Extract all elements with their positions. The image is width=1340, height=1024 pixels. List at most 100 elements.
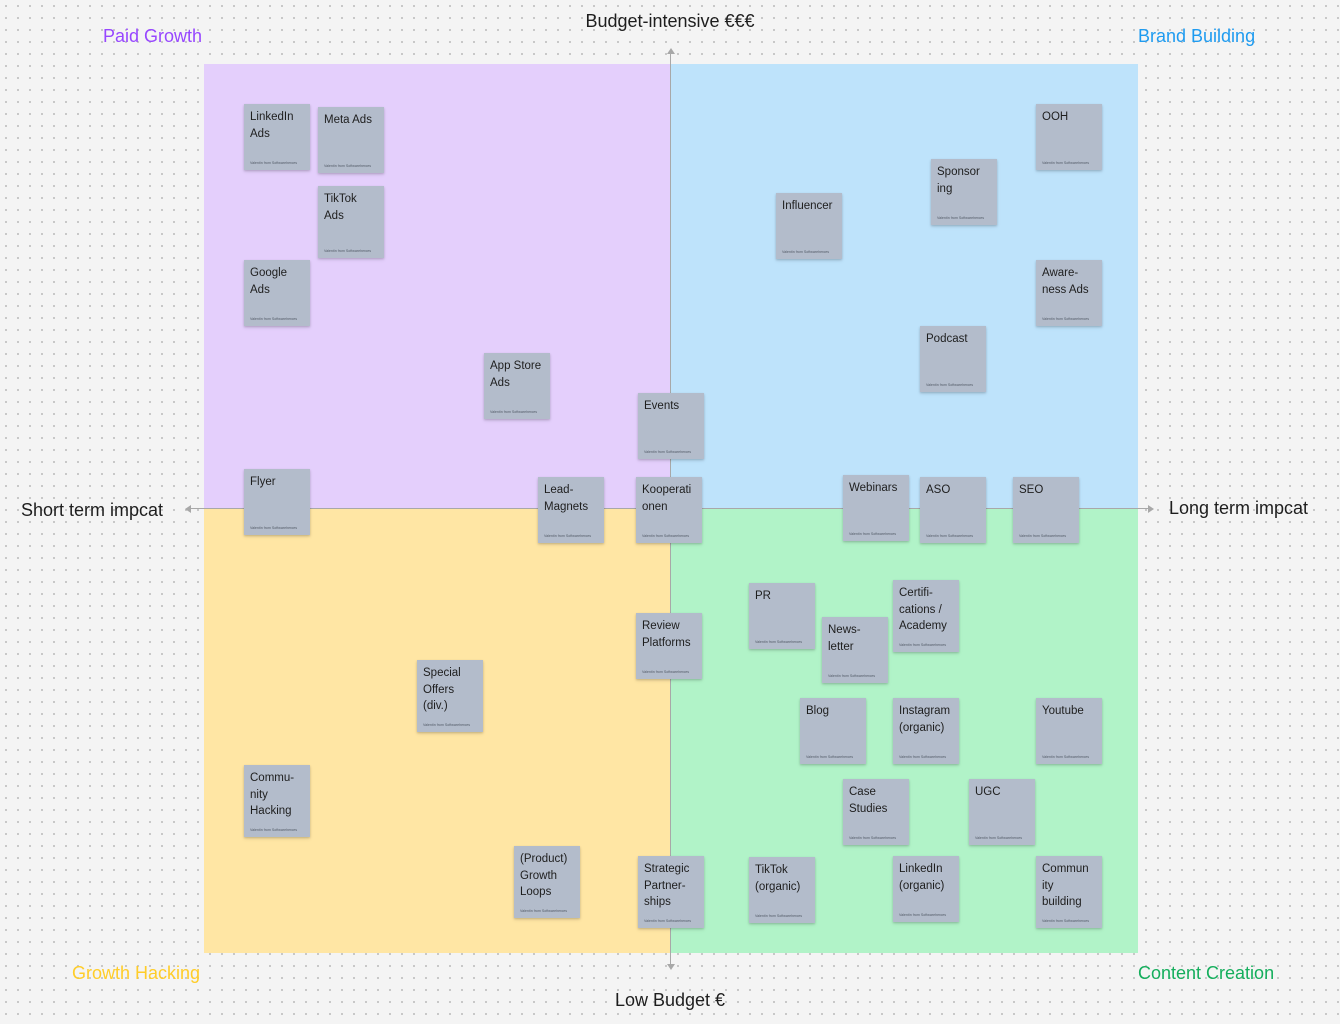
- sticky-note-text: SEO: [1019, 484, 1044, 496]
- sticky-note-author: Valentin from Softwareheroes: [250, 161, 298, 165]
- sticky-note[interactable]: LinkedIn Ads Valentin from Softwareheroes: [244, 104, 310, 170]
- sticky-note-author: Valentin from Softwareheroes: [1019, 534, 1067, 538]
- sticky-note-author: Valentin from Softwareheroes: [642, 534, 690, 538]
- sticky-note-author: Valentin from Softwareheroes: [324, 164, 372, 168]
- sticky-note-text: PR: [755, 590, 771, 602]
- sticky-note-author: Valentin from Softwareheroes: [520, 909, 568, 913]
- sticky-note[interactable]: Lead- Magnets Valentin from Softwareheroes: [538, 477, 604, 543]
- sticky-note-author: Valentin from Softwareheroes: [1042, 919, 1090, 923]
- sticky-note[interactable]: OOH Valentin from Softwareheroes: [1036, 104, 1102, 170]
- sticky-note[interactable]: Flyer Valentin from Softwareheroes: [244, 469, 310, 535]
- sticky-note-text: Certifi-cations / Academy: [899, 587, 947, 633]
- sticky-note-text: Kooperati onen: [642, 484, 692, 513]
- sticky-note-author: Valentin from Softwareheroes: [324, 249, 372, 253]
- sticky-note-text: Instagram (organic): [899, 705, 951, 734]
- sticky-note-author: Valentin from Softwareheroes: [642, 670, 690, 674]
- sticky-note-text: Sponsor ing: [937, 166, 980, 195]
- sticky-note-text: UGC: [975, 786, 1001, 798]
- sticky-note[interactable]: App Store Ads Valentin from Softwareheroes: [484, 353, 550, 419]
- sticky-note-author: Valentin from Softwareheroes: [250, 828, 298, 832]
- sticky-note[interactable]: ASO Valentin from Softwareheroes: [920, 477, 986, 543]
- sticky-note[interactable]: Commu-nity Hacking Valentin from Softwareh…: [244, 765, 310, 837]
- arrow-left-icon: [185, 505, 191, 513]
- sticky-note[interactable]: LinkedIn (organic) Valentin from Softwareh…: [893, 856, 959, 922]
- sticky-note-author: Valentin from Softwareheroes: [926, 383, 974, 387]
- sticky-note[interactable]: Sponsor ing Valentin from Softwareheroes: [931, 159, 997, 225]
- sticky-note-text: Commu-nity Hacking: [250, 772, 295, 818]
- sticky-note[interactable]: Podcast Valentin from Softwareheroes: [920, 326, 986, 392]
- sticky-note[interactable]: TikTok (organic) Valentin from Softwareher…: [749, 857, 815, 923]
- quadrant-label-brand-building: Brand Building: [1138, 26, 1256, 46]
- arrow-down-icon: [667, 964, 675, 970]
- sticky-note-text: Lead- Magnets: [544, 484, 589, 513]
- sticky-note[interactable]: Review Platforms Valentin from Softwareher…: [636, 613, 702, 679]
- axis-label-right: Long term impcat: [1169, 498, 1309, 518]
- sticky-note[interactable]: Certifi-cations / Academy Valentin from So…: [893, 580, 959, 652]
- sticky-note[interactable]: Case Studies Valentin from Softwareheroes: [843, 779, 909, 845]
- sticky-note[interactable]: SEO Valentin from Softwareheroes: [1013, 477, 1079, 543]
- sticky-note-text: OOH: [1042, 111, 1069, 123]
- sticky-note-text: Webinars: [849, 482, 898, 494]
- sticky-note-text: Blog: [806, 705, 830, 717]
- sticky-note-text: Google Ads: [250, 267, 288, 296]
- sticky-note-author: Valentin from Softwareheroes: [926, 534, 974, 538]
- sticky-note[interactable]: Youtube Valentin from Softwareheroes: [1036, 698, 1102, 764]
- sticky-note-author: Valentin from Softwareheroes: [1042, 161, 1090, 165]
- sticky-note[interactable]: Aware-ness Ads Valentin from Softwarehero…: [1036, 260, 1102, 326]
- sticky-note-author: Valentin from Softwareheroes: [849, 532, 897, 536]
- sticky-note[interactable]: PR Valentin from Softwareheroes: [749, 583, 815, 649]
- sticky-note[interactable]: Meta Ads Valentin from Softwareheroes: [318, 107, 384, 173]
- sticky-note-author: Valentin from Softwareheroes: [544, 534, 592, 538]
- sticky-note[interactable]: Blog Valentin from Softwareheroes: [800, 698, 866, 764]
- sticky-note-text: Strategic Partner-ships: [644, 863, 690, 909]
- sticky-note[interactable]: News-letter Valentin from Softwareheroes: [822, 617, 888, 683]
- axis-label-left: Short term impcat: [21, 500, 164, 520]
- sticky-note-author: Valentin from Softwareheroes: [899, 913, 947, 917]
- sticky-note[interactable]: TikTok Ads Valentin from Softwareheroes: [318, 186, 384, 258]
- sticky-note-text: Podcast: [926, 333, 968, 345]
- sticky-note[interactable]: Special Offers (div.) Valentin from Softwar…: [417, 660, 483, 732]
- sticky-note-text: TikTok Ads: [324, 193, 357, 222]
- sticky-note-text: Case Studies: [849, 786, 888, 815]
- sticky-note-text: Flyer: [250, 476, 276, 488]
- sticky-note-author: Valentin from Softwareheroes: [1042, 317, 1090, 321]
- sticky-note-text: Influencer: [782, 200, 833, 212]
- sticky-note-author: Valentin from Softwareheroes: [975, 836, 1023, 840]
- sticky-note[interactable]: Google Ads Valentin from Softwareheroes: [244, 260, 310, 326]
- sticky-note[interactable]: Events Valentin from Softwareheroes: [638, 393, 704, 459]
- sticky-note[interactable]: Commun ity building Valentin from Softwareh…: [1036, 856, 1102, 928]
- sticky-note-author: Valentin from Softwareheroes: [250, 526, 298, 530]
- sticky-note-author: Valentin from Softwareheroes: [490, 410, 538, 414]
- sticky-note-author: Valentin from Softwareheroes: [849, 836, 897, 840]
- arrow-right-icon: [1148, 505, 1154, 513]
- sticky-note-author: Valentin from Softwareheroes: [806, 755, 854, 759]
- sticky-note-author: Valentin from Softwareheroes: [423, 723, 471, 727]
- sticky-note-text: Commun ity building: [1042, 863, 1089, 909]
- sticky-note-author: Valentin from Softwareheroes: [899, 755, 947, 759]
- sticky-note-text: Review Platforms: [642, 620, 691, 649]
- sticky-note-text: Aware-ness Ads: [1042, 267, 1089, 296]
- sticky-note[interactable]: Kooperati onen Valentin from Softwareheroe…: [636, 477, 702, 543]
- sticky-note[interactable]: Influencer Valentin from Softwareheroes: [776, 193, 842, 259]
- sticky-note[interactable]: Instagram (organic) Valentin from Software…: [893, 698, 959, 764]
- sticky-note-text: Meta Ads: [324, 114, 372, 126]
- sticky-note-author: Valentin from Softwareheroes: [250, 317, 298, 321]
- quadrant-label-paid-growth: Paid Growth: [103, 26, 203, 46]
- sticky-note-author: Valentin from Softwareheroes: [755, 640, 803, 644]
- sticky-note-text: TikTok (organic): [755, 864, 801, 893]
- sticky-note-text: (Product) Growth Loops: [520, 853, 568, 899]
- sticky-note[interactable]: Webinars Valentin from Softwareheroes: [843, 475, 909, 541]
- arrow-up-icon: [667, 48, 675, 54]
- sticky-note-text: News-letter: [828, 624, 861, 653]
- sticky-note-text: LinkedIn Ads: [250, 111, 294, 140]
- sticky-note-author: Valentin from Softwareheroes: [644, 450, 692, 454]
- sticky-note-text: Youtube: [1042, 705, 1084, 717]
- sticky-note[interactable]: UGC Valentin from Softwareheroes: [969, 779, 1035, 845]
- axis-label-top: Budget-intensive €€€: [585, 11, 755, 31]
- sticky-note-author: Valentin from Softwareheroes: [937, 216, 985, 220]
- sticky-note-text: ASO: [926, 484, 951, 496]
- sticky-note-text: LinkedIn (organic): [899, 863, 945, 892]
- sticky-note[interactable]: (Product) Growth Loops Valentin from Softwa…: [514, 846, 580, 918]
- axis-label-bottom: Low Budget €: [614, 990, 726, 1010]
- sticky-note[interactable]: Strategic Partner-ships Valentin from Soft…: [638, 856, 704, 928]
